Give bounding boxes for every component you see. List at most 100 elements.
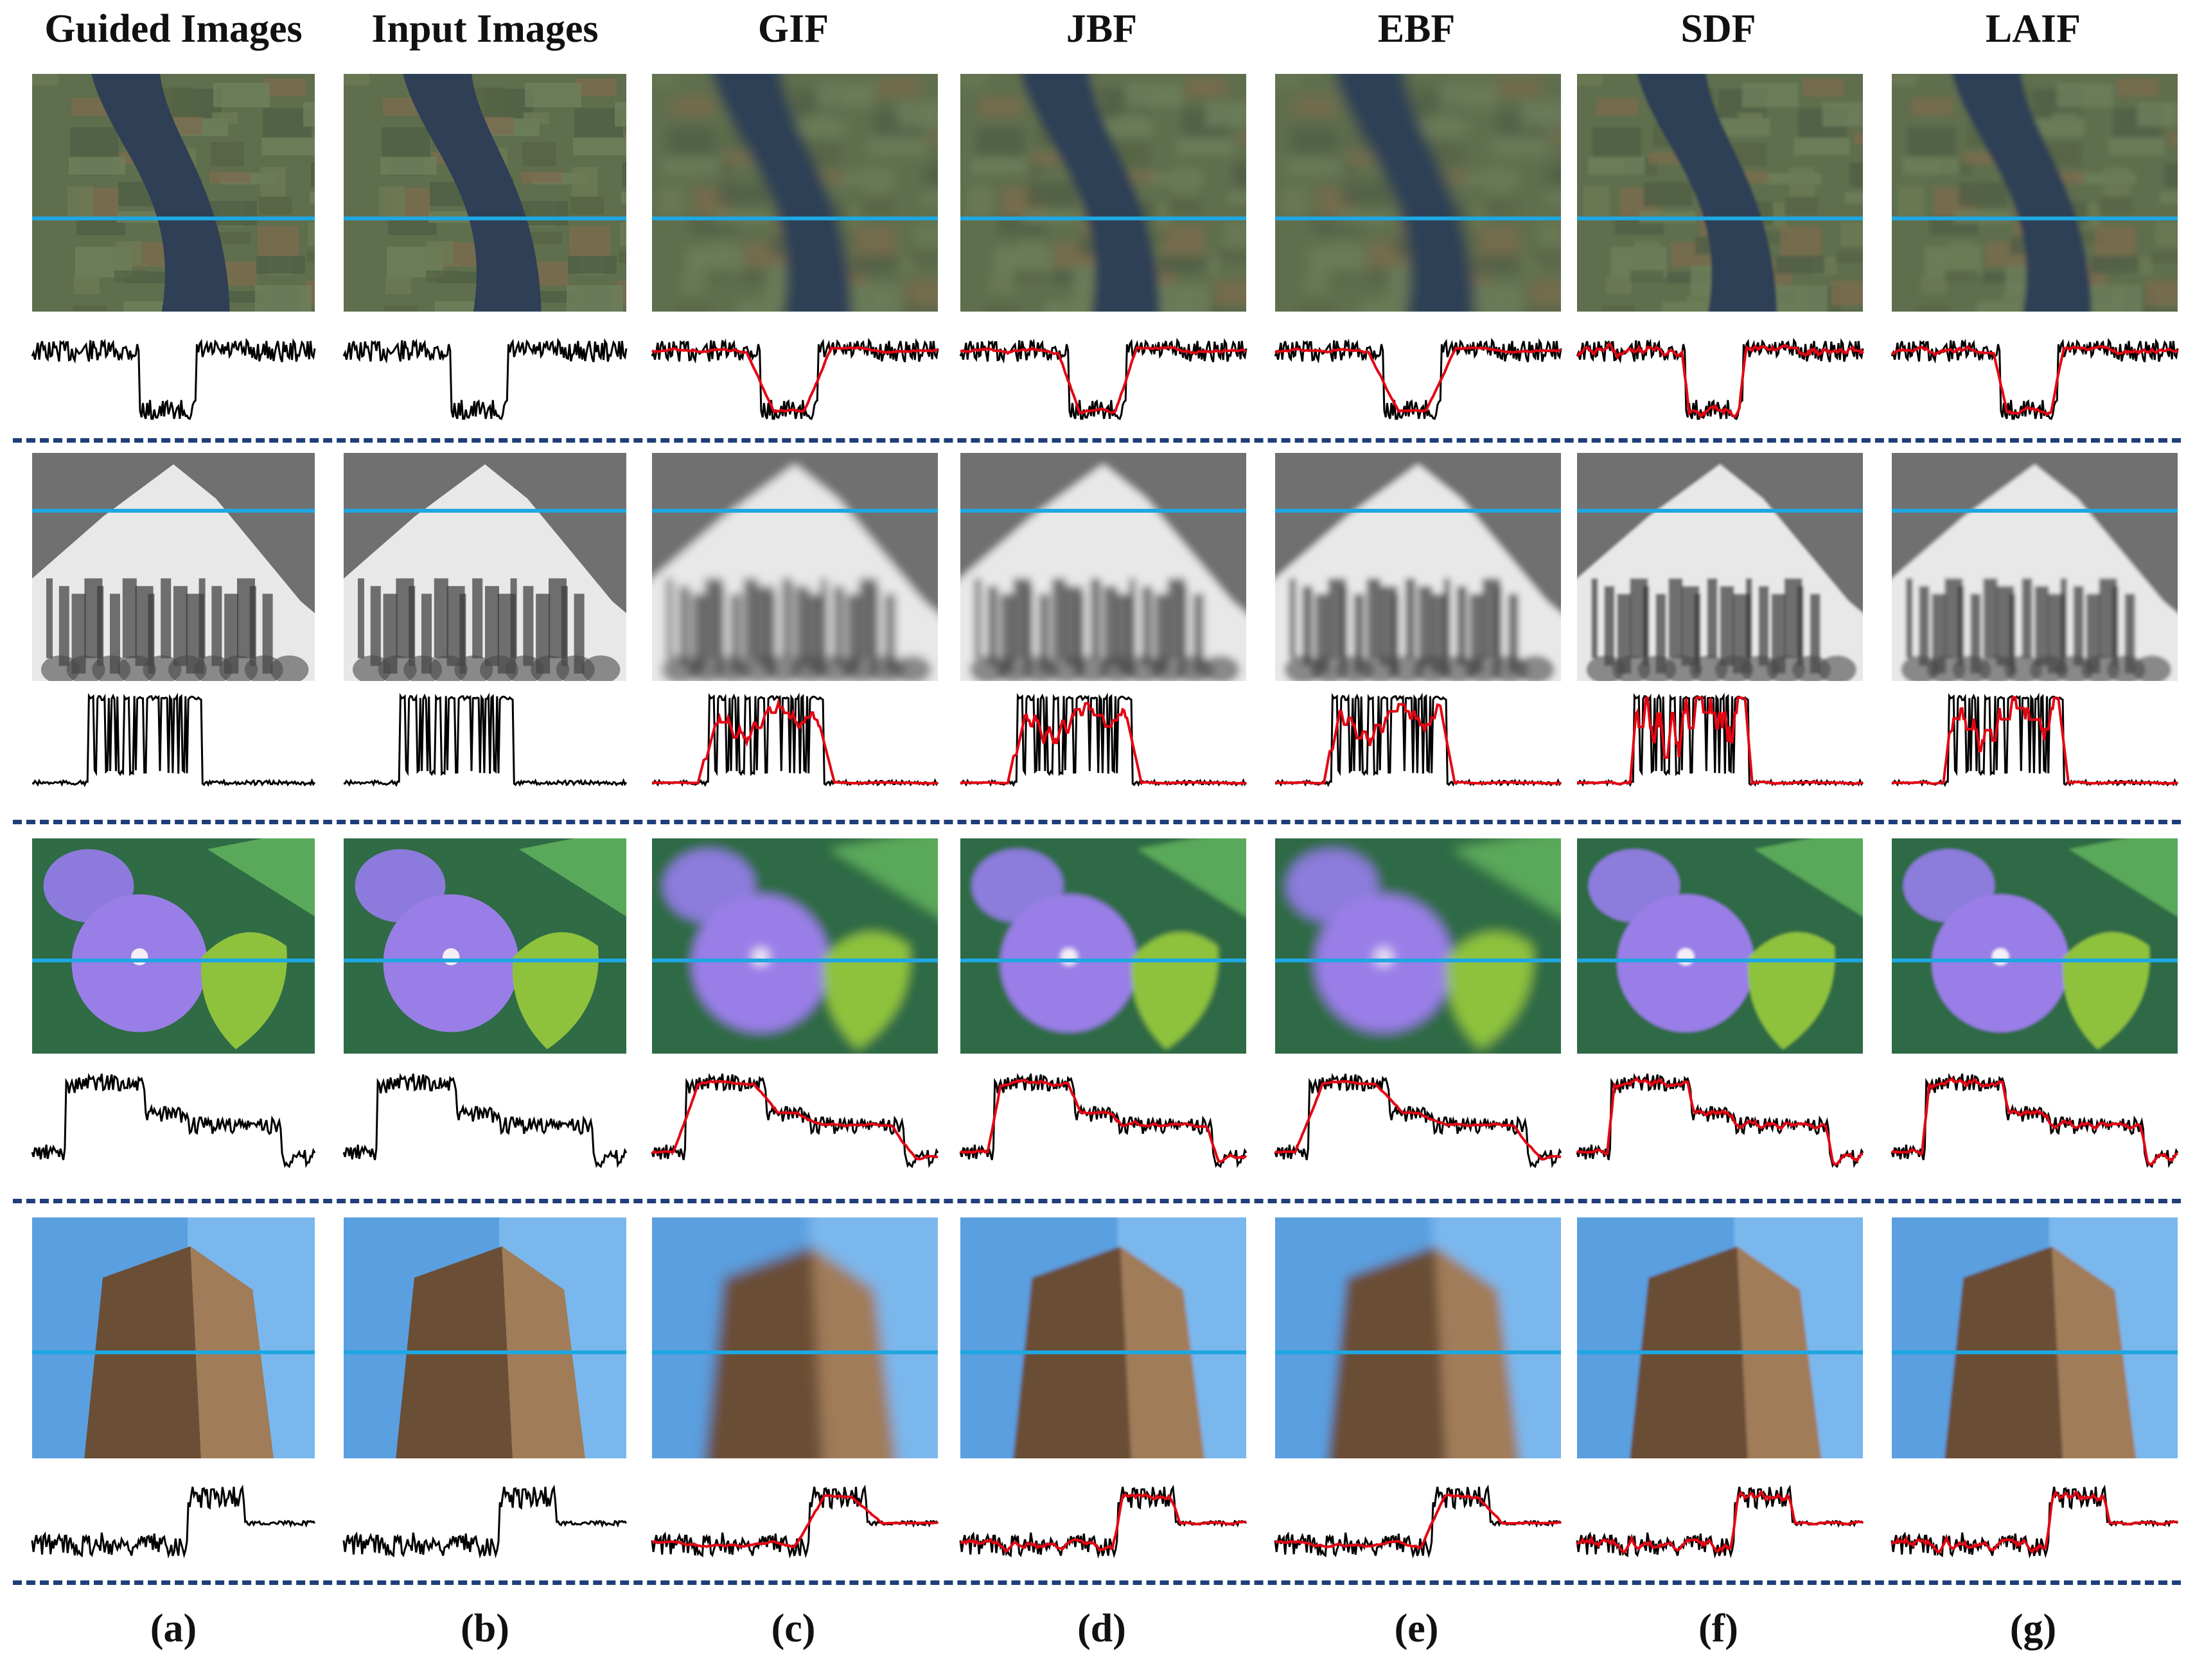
filtered-signal-line — [651, 346, 939, 414]
input-signal-line — [31, 1484, 316, 1559]
image-panel — [1275, 1217, 1561, 1458]
row-separator — [13, 1580, 2181, 1585]
image-panel — [652, 74, 938, 312]
signal-plot — [1576, 337, 1864, 420]
column-title: Guided Images — [44, 7, 303, 51]
signal-plot — [1274, 337, 1562, 420]
image-panel — [652, 1217, 938, 1458]
signal-plot — [1891, 692, 2179, 788]
panel-label: (a) — [150, 1607, 197, 1650]
panel-label: (f) — [1698, 1607, 1738, 1650]
image-panel — [960, 1217, 1246, 1458]
signal-plot — [31, 1072, 316, 1169]
row-separator — [13, 1199, 2181, 1203]
input-signal-line — [31, 692, 316, 788]
image-panel — [344, 74, 626, 312]
image-panel — [652, 453, 938, 681]
image-panel — [1892, 1217, 2178, 1458]
signal-plot — [1576, 692, 1864, 788]
input-signal-line — [959, 1484, 1247, 1559]
signal-plot — [1274, 1484, 1562, 1559]
signal-plot — [1576, 1484, 1864, 1559]
filtered-signal-line — [651, 1494, 939, 1548]
column-title: SDF — [1680, 7, 1756, 51]
column-title: GIF — [757, 7, 829, 51]
panel-label: (e) — [1394, 1607, 1439, 1650]
filtered-signal-line — [1274, 1493, 1562, 1550]
filtered-signal-line — [1891, 344, 2179, 416]
input-signal-line — [651, 692, 939, 788]
input-signal-line — [651, 1072, 939, 1169]
column-title: EBF — [1377, 7, 1456, 51]
signal-plot — [1891, 337, 2179, 420]
image-panel — [1892, 453, 2178, 681]
input-signal-line — [1576, 337, 1864, 420]
input-signal-line — [31, 1072, 316, 1169]
filtered-signal-line — [960, 346, 1247, 414]
signal-plot — [1891, 1484, 2179, 1559]
signal-plot — [342, 337, 628, 420]
input-signal-line — [959, 1072, 1247, 1169]
signal-plot — [651, 692, 939, 788]
image-panel — [1892, 838, 2178, 1054]
panel-label: (g) — [2009, 1607, 2057, 1650]
image-panel — [652, 838, 938, 1054]
image-panel — [960, 74, 1246, 312]
filtered-signal-line — [960, 702, 1247, 785]
image-panel — [1577, 453, 1863, 681]
image-panel — [344, 453, 626, 681]
image-panel — [1577, 74, 1863, 312]
signal-plot — [959, 1072, 1247, 1169]
signal-plot — [959, 337, 1247, 420]
input-signal-line — [1274, 337, 1562, 420]
image-panel — [1892, 74, 2178, 312]
input-signal-line — [31, 337, 316, 420]
input-signal-line — [1576, 692, 1864, 788]
image-panel — [32, 838, 315, 1054]
filtered-signal-line — [1576, 1076, 1864, 1166]
filtered-signal-line — [651, 1079, 939, 1161]
signal-plot — [1274, 692, 1562, 788]
input-signal-line — [342, 1484, 628, 1559]
input-signal-line — [651, 337, 939, 420]
row-separator — [13, 438, 2181, 443]
input-signal-line — [1274, 692, 1562, 788]
signal-plot — [342, 1072, 628, 1169]
signal-plot — [342, 1484, 628, 1559]
image-panel — [1577, 838, 1863, 1054]
signal-plot — [651, 337, 939, 420]
input-signal-line — [342, 337, 628, 420]
signal-plot — [31, 337, 316, 420]
input-signal-line — [1576, 1072, 1864, 1169]
input-signal-line — [342, 1072, 628, 1169]
filtered-signal-line — [1576, 696, 1864, 786]
input-signal-line — [1274, 1072, 1562, 1169]
signal-plot — [343, 692, 628, 788]
image-panel — [960, 838, 1246, 1054]
image-panel — [32, 74, 315, 312]
filtered-signal-line — [651, 698, 939, 785]
signal-plot — [31, 1484, 316, 1559]
input-signal-line — [1891, 692, 2179, 788]
image-panel — [1275, 453, 1561, 681]
filtered-signal-line — [1576, 1490, 1864, 1554]
image-panel — [32, 453, 315, 681]
image-panel — [1275, 838, 1561, 1054]
filtered-signal-line — [1891, 696, 2178, 785]
panel-label: (b) — [461, 1607, 509, 1650]
input-signal-line — [960, 692, 1247, 788]
filtered-signal-line — [1274, 1079, 1562, 1161]
column-title: JBF — [1066, 7, 1138, 51]
filtered-signal-line — [1274, 346, 1562, 413]
panel-label: (c) — [771, 1607, 816, 1650]
signal-plot — [1274, 1072, 1562, 1169]
filtered-signal-line — [960, 1492, 1247, 1553]
column-title: LAIF — [1985, 7, 2081, 51]
signal-plot — [1576, 1072, 1864, 1169]
input-signal-line — [343, 692, 628, 788]
signal-plot — [651, 1072, 939, 1169]
filtered-signal-line — [1576, 342, 1864, 419]
signal-plot — [960, 692, 1247, 788]
input-signal-line — [1891, 1072, 2179, 1169]
filtered-signal-line — [1891, 1076, 2178, 1166]
